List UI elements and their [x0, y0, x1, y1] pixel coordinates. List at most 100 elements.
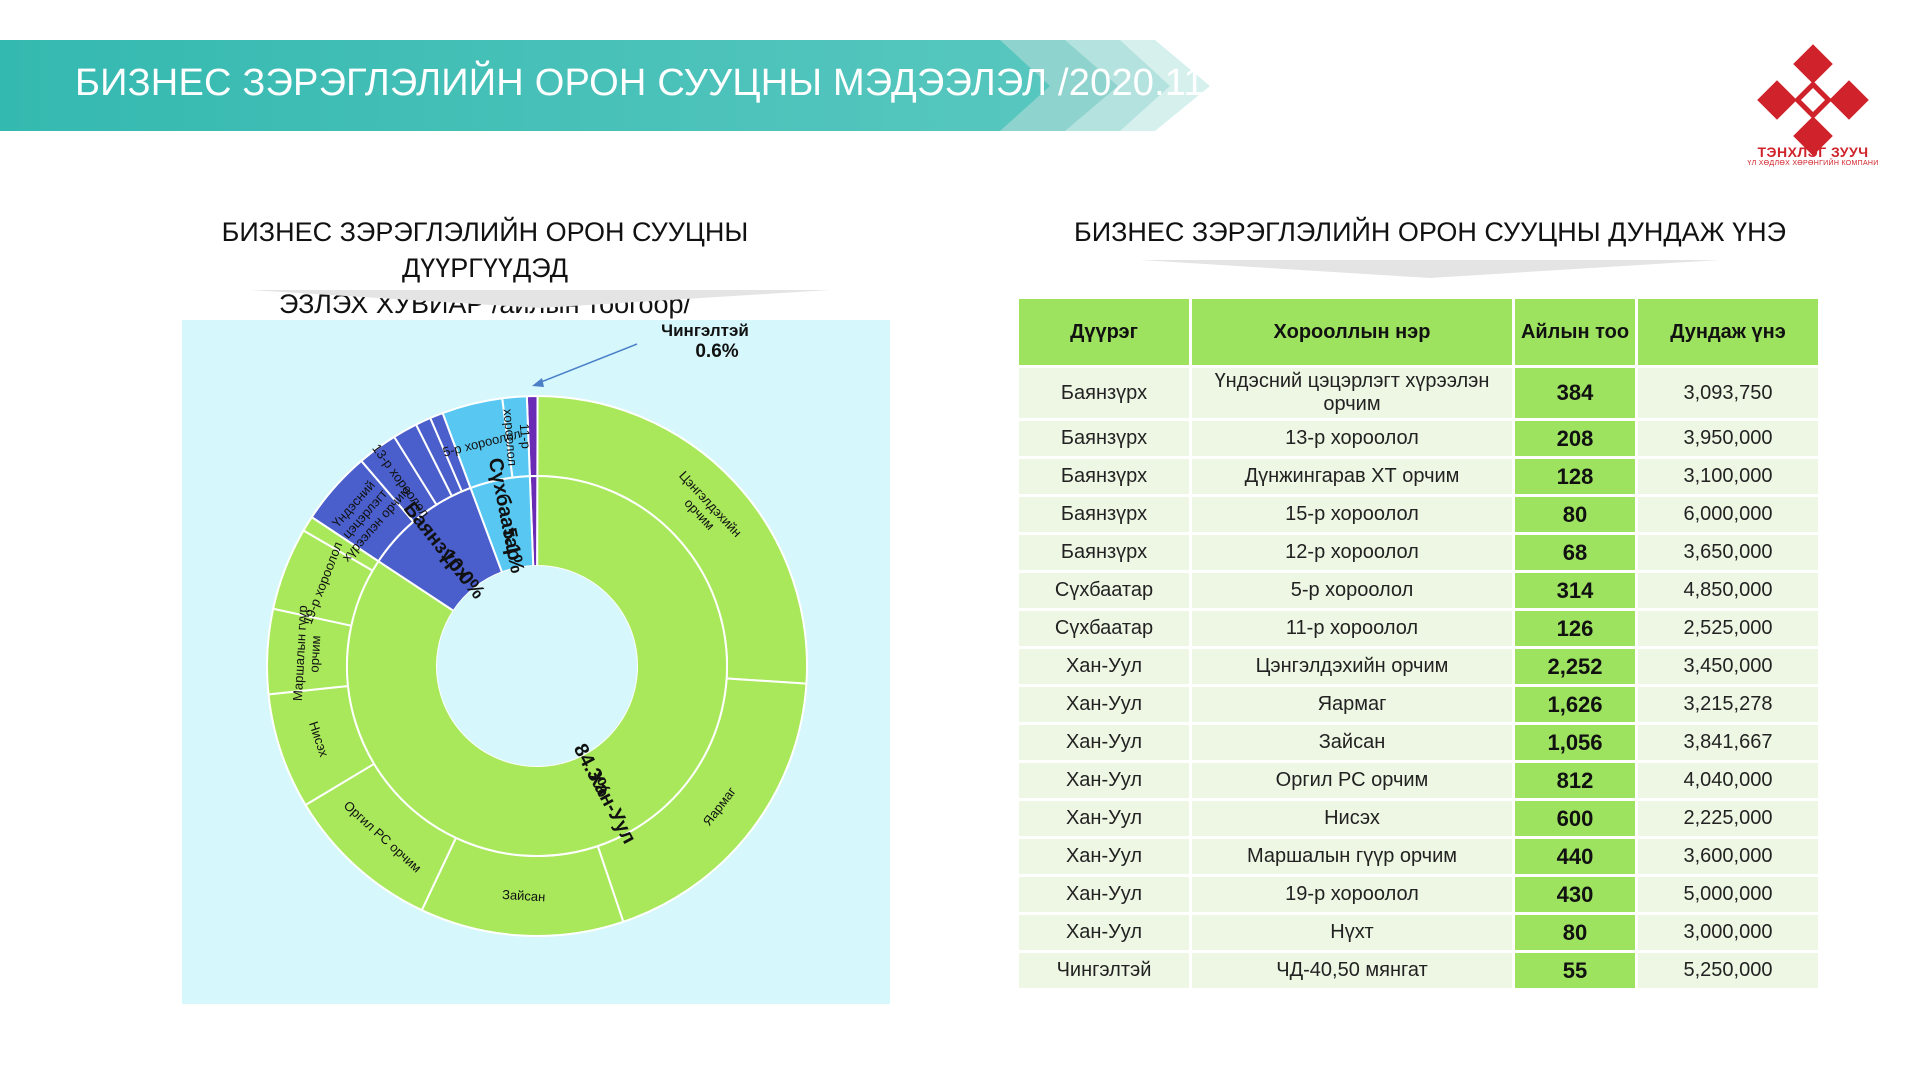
logo-tagline: ҮЛ ХӨДЛӨХ ХӨРӨНГИЙН КОМПАНИ	[1747, 160, 1879, 167]
cell-khoroolol: ЧД-40,50 мянгат	[1192, 953, 1512, 988]
table-row: Баянзүрх 15-р хороолол 80 6,000,000	[1019, 497, 1818, 532]
cell-district: Сүхбаатар	[1019, 573, 1189, 608]
header-households: Айлын тоо	[1515, 299, 1635, 365]
cell-khoroolol: 12-р хороолол	[1192, 535, 1512, 570]
callout-pct: 0.6%	[695, 341, 738, 362]
cell-households: 440	[1515, 839, 1635, 874]
cell-avg-price: 3,600,000	[1638, 839, 1818, 874]
cell-district: Баянзүрх	[1019, 459, 1189, 494]
cell-khoroolol: 11-р хороолол	[1192, 611, 1512, 646]
cell-khoroolol: Яармаг	[1192, 687, 1512, 722]
cell-district: Хан-Уул	[1019, 801, 1189, 836]
cell-households: 80	[1515, 497, 1635, 532]
cell-khoroolol: Зайсан	[1192, 725, 1512, 760]
cell-khoroolol: Нүхт	[1192, 915, 1512, 950]
outer-label: Зайсан	[502, 887, 546, 904]
table-row: Хан-Уул Нисэх 600 2,225,000	[1019, 801, 1818, 836]
table-header-row: Дүүрэг Хорооллын нэр Айлын тоо Дундаж үн…	[1019, 299, 1818, 365]
callout-line	[535, 343, 638, 385]
cell-households: 384	[1515, 368, 1635, 418]
cell-avg-price: 6,000,000	[1638, 497, 1818, 532]
cell-avg-price: 3,000,000	[1638, 915, 1818, 950]
cell-district: Хан-Уул	[1019, 725, 1189, 760]
cell-avg-price: 2,225,000	[1638, 801, 1818, 836]
cell-households: 1,056	[1515, 725, 1635, 760]
table-body: Баянзүрх Үндэсний цэцэрлэгт хүрээлэн орчи…	[1019, 368, 1818, 988]
cell-district: Хан-Уул	[1019, 687, 1189, 722]
cell-khoroolol: 15-р хороолол	[1192, 497, 1512, 532]
table-row: Чингэлтэй ЧД-40,50 мянгат 55 5,250,000	[1019, 953, 1818, 988]
cell-avg-price: 4,040,000	[1638, 763, 1818, 798]
cell-district: Хан-Уул	[1019, 649, 1189, 684]
page-title: БИЗНЕС ЗЭРЭГЛЭЛИЙН ОРОН СУУЦНЫ МЭДЭЭЛЭЛ …	[75, 62, 1289, 104]
cell-khoroolol: 5-р хороолол	[1192, 573, 1512, 608]
cell-households: 600	[1515, 801, 1635, 836]
cell-khoroolol: Нисэх	[1192, 801, 1512, 836]
header-avg-price: Дундаж үнэ	[1638, 299, 1818, 365]
outer-label: Маршалын гүүрорчим	[290, 605, 325, 702]
cell-district: Баянзүрх	[1019, 368, 1189, 418]
table-row: Хан-Уул Цэнгэлдэхийн орчим 2,252 3,450,000	[1019, 649, 1818, 684]
table-row: Хан-Уул Маршалын гүүр орчим 440 3,600,000	[1019, 839, 1818, 874]
cell-households: 80	[1515, 915, 1635, 950]
callout-arrow	[532, 378, 544, 387]
cell-avg-price: 3,093,750	[1638, 368, 1818, 418]
cell-avg-price: 5,000,000	[1638, 877, 1818, 912]
header-district: Дүүрэг	[1019, 299, 1189, 365]
cell-avg-price: 3,841,667	[1638, 725, 1818, 760]
cell-district: Чингэлтэй	[1019, 953, 1189, 988]
cell-district: Баянзүрх	[1019, 421, 1189, 456]
table-row: Хан-Уул Нүхт 80 3,000,000	[1019, 915, 1818, 950]
cell-district: Хан-Уул	[1019, 915, 1189, 950]
cell-households: 430	[1515, 877, 1635, 912]
cell-avg-price: 5,250,000	[1638, 953, 1818, 988]
chart-hole	[437, 566, 637, 766]
chingeltei-callout: Чингэлтэй 0.6%	[532, 321, 749, 387]
table-title: БИЗНЕС ЗЭРЭГЛЭЛИЙН ОРОН СУУЦНЫ ДУНДАЖ ҮН…	[1073, 217, 1787, 247]
cell-district: Баянзүрх	[1019, 497, 1189, 532]
cell-households: 208	[1515, 421, 1635, 456]
table-row: Хан-Уул 19-р хороолол 430 5,000,000	[1019, 877, 1818, 912]
callout-name: Чингэлтэй	[661, 321, 749, 340]
outer-label: 11-рхороолол	[500, 407, 535, 467]
cell-district: Сүхбаатар	[1019, 611, 1189, 646]
cell-households: 126	[1515, 611, 1635, 646]
table-row: Сүхбаатар 11-р хороолол 126 2,525,000	[1019, 611, 1818, 646]
cell-district: Баянзүрх	[1019, 535, 1189, 570]
cell-district: Хан-Уул	[1019, 877, 1189, 912]
cell-avg-price: 3,215,278	[1638, 687, 1818, 722]
inner-ring	[346, 474, 728, 857]
cell-district: Хан-Уул	[1019, 763, 1189, 798]
header-khoroolol: Хорооллын нэр	[1192, 299, 1512, 365]
price-table: Дүүрэг Хорооллын нэр Айлын тоо Дундаж үн…	[1016, 296, 1821, 991]
cell-khoroolol: Дүнжингарав ХТ орчим	[1192, 459, 1512, 494]
cell-khoroolol: 19-р хороолол	[1192, 877, 1512, 912]
cell-avg-price: 3,450,000	[1638, 649, 1818, 684]
header-banner	[0, 40, 1210, 131]
table-row: Баянзүрх Дүнжингарав ХТ орчим 128 3,100,000	[1019, 459, 1818, 494]
cell-avg-price: 3,100,000	[1638, 459, 1818, 494]
table-title-underline	[1140, 260, 1720, 278]
cell-avg-price: 3,650,000	[1638, 535, 1818, 570]
table-row: Хан-Уул Яармаг 1,626 3,215,278	[1019, 687, 1818, 722]
cell-avg-price: 4,850,000	[1638, 573, 1818, 608]
chart-title-underline	[250, 290, 830, 308]
logo-name: ТЭНХЛЭГ ЗУУЧ	[1757, 144, 1869, 160]
table-row: Баянзүрх Үндэсний цэцэрлэгт хүрээлэн орчи…	[1019, 368, 1818, 418]
cell-khoroolol: Оргил РС орчим	[1192, 763, 1512, 798]
cell-avg-price: 3,950,000	[1638, 421, 1818, 456]
cell-khoroolol: 13-р хороолол	[1192, 421, 1512, 456]
cell-households: 812	[1515, 763, 1635, 798]
cell-avg-price: 2,525,000	[1638, 611, 1818, 646]
table-row: Баянзүрх 12-р хороолол 68 3,650,000	[1019, 535, 1818, 570]
cell-households: 68	[1515, 535, 1635, 570]
table-row: Сүхбаатар 5-р хороолол 314 4,850,000	[1019, 573, 1818, 608]
cell-khoroolol: Үндэсний цэцэрлэгт хүрээлэн орчим	[1192, 368, 1512, 418]
cell-households: 128	[1515, 459, 1635, 494]
cell-households: 1,626	[1515, 687, 1635, 722]
table-row: Баянзүрх 13-р хороолол 208 3,950,000	[1019, 421, 1818, 456]
cell-households: 55	[1515, 953, 1635, 988]
table-row: Хан-Уул Зайсан 1,056 3,841,667	[1019, 725, 1818, 760]
cell-khoroolol: Маршалын гүүр орчим	[1192, 839, 1512, 874]
